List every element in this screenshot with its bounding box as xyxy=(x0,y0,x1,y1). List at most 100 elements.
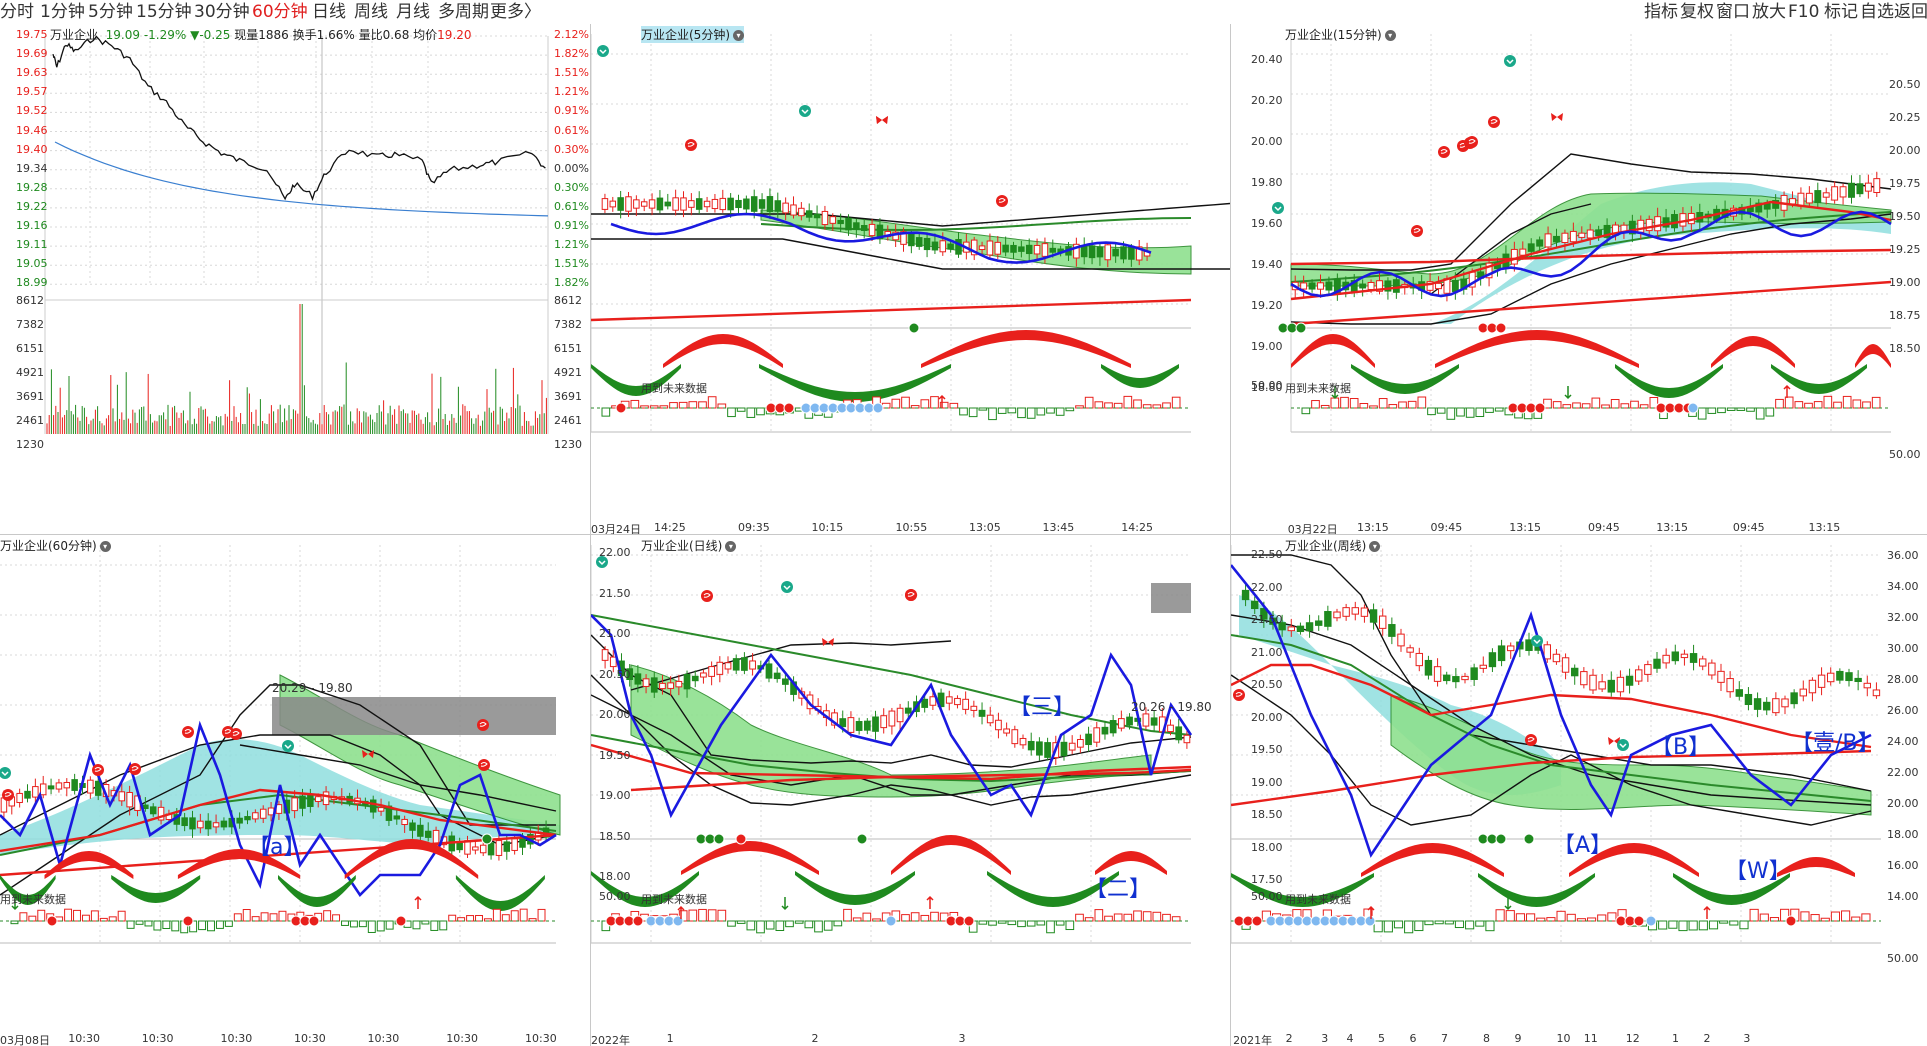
kline-candle xyxy=(915,237,923,247)
tab-monthly[interactable]: 月线 xyxy=(396,2,430,22)
y-tick: 22.00 xyxy=(599,546,631,559)
macd-bar xyxy=(207,920,215,932)
vol-tick-right: 4921 xyxy=(554,366,582,379)
oscillator-area xyxy=(278,875,356,907)
red-signal-icon xyxy=(1440,149,1448,154)
macd-bar xyxy=(1707,407,1717,414)
teal-signal-icon xyxy=(799,105,811,117)
tab-1min[interactable]: 1分钟 xyxy=(40,2,85,22)
kline-candle xyxy=(929,696,937,706)
tool-f10[interactable]: F10 xyxy=(1788,2,1820,22)
tool-mark[interactable]: 标记 xyxy=(1824,2,1858,22)
chart-15min-title[interactable]: 万业企业(15分钟) ▾ xyxy=(1285,26,1396,43)
kline-candle xyxy=(970,705,978,711)
x-tick: 13:15 xyxy=(1656,521,1688,534)
oscillator-area xyxy=(1361,843,1504,877)
kline-candle xyxy=(1645,218,1653,232)
macd-bar xyxy=(1152,911,1162,922)
chevron-down-icon[interactable]: ▾ xyxy=(99,541,111,552)
divider-v2 xyxy=(1230,24,1231,1046)
x-tick: 14:25 xyxy=(654,521,686,534)
divider-h xyxy=(0,534,1927,535)
kline-candle xyxy=(1625,675,1634,686)
macd-bar xyxy=(833,920,843,927)
macd-bar xyxy=(630,399,640,409)
chart-daily-title[interactable]: 万业企业(日线) ▾ xyxy=(641,537,737,554)
tab-more[interactable]: 更多〉 xyxy=(490,2,541,22)
kline-candle xyxy=(1689,653,1698,663)
chevron-down-icon[interactable]: ▾ xyxy=(1384,30,1396,41)
macd-bar xyxy=(1708,920,1719,930)
tool-window[interactable]: 窗口 xyxy=(1716,2,1750,22)
kline-candle xyxy=(703,200,711,208)
kline-candle xyxy=(970,239,978,256)
chart-weekly xyxy=(1231,545,1881,944)
macd-bar xyxy=(251,916,260,922)
chevron-down-icon[interactable]: ▾ xyxy=(1369,541,1381,552)
future-data-label: 用到未来数据 xyxy=(1285,893,1351,906)
kline-candle xyxy=(1831,186,1839,201)
kline-candle xyxy=(1552,653,1561,663)
tab-weekly[interactable]: 周线 xyxy=(354,2,388,22)
red-signal-icon xyxy=(1235,692,1243,697)
right-y-tick: 34.00 xyxy=(1887,580,1919,593)
tool-restore-right[interactable]: 复权 xyxy=(1680,2,1714,22)
oscillator-area xyxy=(1231,873,1374,907)
macd-bar xyxy=(1485,407,1494,413)
wave-label-top: 【壹/B】 xyxy=(1791,731,1880,756)
chevron-down-icon[interactable]: ▾ xyxy=(733,30,744,41)
macd-bar xyxy=(1065,407,1075,412)
signal-arrow-icon xyxy=(1783,384,1791,398)
x-tick: 3 xyxy=(1743,1032,1751,1045)
tab-15min[interactable]: 15分钟 xyxy=(136,2,192,22)
tool-indicator[interactable]: 指标 xyxy=(1644,2,1678,22)
macd-bar xyxy=(727,407,736,418)
chart-weekly-title-text: 万业企业(周线) xyxy=(1285,539,1367,553)
tool-watchlist[interactable]: 自选 xyxy=(1860,2,1894,22)
y-tick: 21.00 xyxy=(599,627,631,640)
x-tick: 1 xyxy=(1672,1032,1679,1045)
tool-zoom[interactable]: 放大 xyxy=(1752,2,1786,22)
macd-bar xyxy=(1359,403,1369,409)
x-tick: 03月22日 xyxy=(1287,523,1338,534)
chevron-down-icon[interactable]: ▾ xyxy=(725,541,737,552)
macd-bar xyxy=(475,915,483,922)
tab-60min[interactable]: 60分钟 xyxy=(252,2,308,22)
red-signal-icon xyxy=(1490,119,1498,124)
tab-5min[interactable]: 5分钟 xyxy=(88,2,133,22)
x-tick: 10 xyxy=(1556,1032,1571,1045)
chart-60min-title[interactable]: 万业企业(60分钟) ▾ xyxy=(0,537,111,554)
chart-weekly-title[interactable]: 万业企业(周线) ▾ xyxy=(1285,537,1381,554)
tab-daily[interactable]: 日线 xyxy=(312,2,346,22)
teal-signal-icon xyxy=(1506,59,1514,65)
red-signal-icon xyxy=(1438,146,1450,158)
kline-candle xyxy=(487,842,495,856)
kline-candle xyxy=(659,682,666,690)
oscillator-area xyxy=(921,330,1131,368)
macd-bar xyxy=(1688,920,1698,931)
teal-signal-icon xyxy=(1619,743,1627,749)
red-signal-icon xyxy=(1411,225,1423,237)
kline-candle xyxy=(1104,244,1112,261)
ma-red-line xyxy=(1231,749,1872,807)
vol-tick: 8612 xyxy=(16,294,44,307)
teal-signal-icon xyxy=(1531,635,1543,647)
tab-30min[interactable]: 30分钟 xyxy=(194,2,250,22)
oscillator-area xyxy=(1101,364,1179,388)
macd-bar xyxy=(891,398,901,409)
kline-candle xyxy=(1080,245,1088,258)
tab-multi-period[interactable]: 多周期 xyxy=(438,2,489,22)
kline-candle xyxy=(1120,246,1127,260)
tool-back[interactable]: 返回 xyxy=(1894,2,1927,22)
macd-bar xyxy=(430,920,439,931)
kline-candle xyxy=(683,673,691,690)
kline-candle xyxy=(601,198,609,210)
kline-candle xyxy=(1003,728,1010,734)
chart-5min-title[interactable]: 万业企业(5分钟) ▾ xyxy=(641,26,744,43)
kline-candle xyxy=(1536,239,1544,247)
tab-fenshi[interactable]: 分时 xyxy=(0,2,34,22)
pct-tick: 0.61% xyxy=(554,123,589,137)
chart-60min-panel: 万业企业(60分钟) ▾ 20.29 - 19.80 【a】 用到未来数据 03月… xyxy=(0,535,590,1046)
macd-bar xyxy=(1036,920,1046,926)
chart-15min-title-text: 万业企业(15分钟) xyxy=(1285,28,1382,42)
